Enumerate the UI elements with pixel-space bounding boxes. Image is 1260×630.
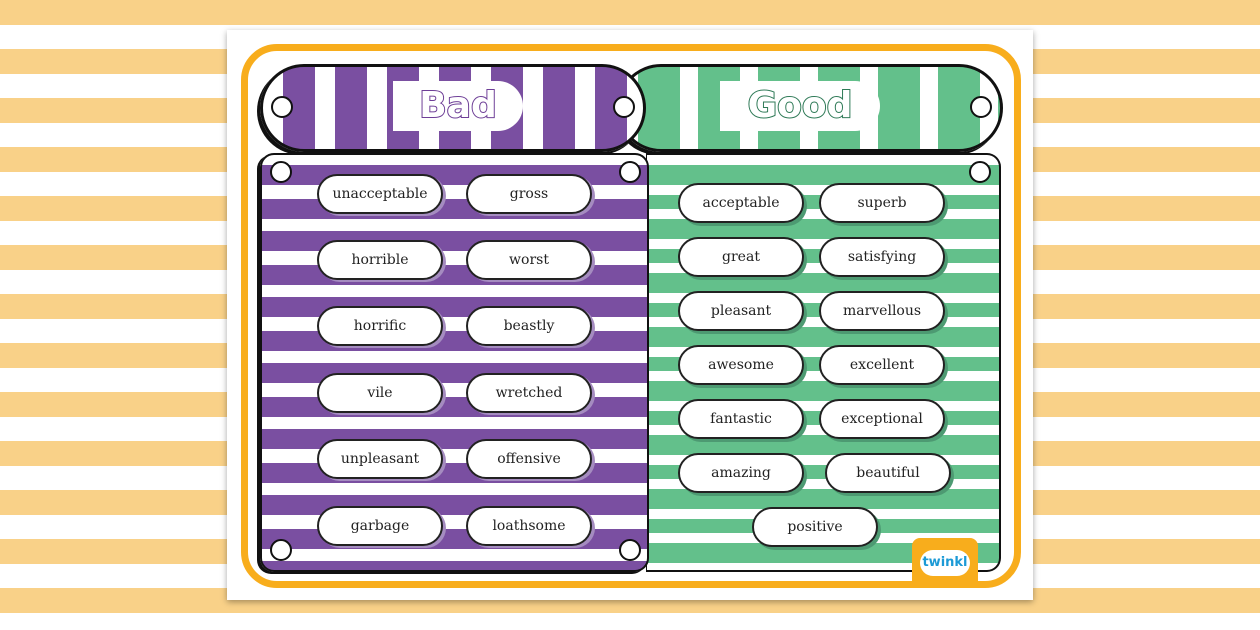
- word-card[interactable]: offensive: [466, 439, 592, 479]
- word-card[interactable]: marvellous: [819, 291, 945, 331]
- bad-title-box: Bad: [393, 81, 523, 131]
- word-card[interactable]: unacceptable: [317, 174, 443, 214]
- hole-icon: [613, 96, 635, 118]
- word-card[interactable]: gross: [466, 174, 592, 214]
- good-words-panel: acceptable superb great satisfying pleas…: [646, 153, 1001, 572]
- hole-icon: [270, 539, 292, 561]
- good-header-banner: Good: [617, 64, 1003, 152]
- hole-icon: [970, 96, 992, 118]
- word-card[interactable]: positive: [752, 507, 878, 547]
- word-mat-card: Bad Good unacceptable gross horrible wor…: [227, 30, 1033, 600]
- word-card[interactable]: awesome: [678, 345, 804, 385]
- word-card[interactable]: horrible: [317, 240, 443, 280]
- word-card[interactable]: beastly: [466, 306, 592, 346]
- word-card[interactable]: loathsome: [466, 506, 592, 546]
- word-card[interactable]: garbage: [317, 506, 443, 546]
- word-card[interactable]: horrific: [317, 306, 443, 346]
- word-card[interactable]: wretched: [466, 373, 592, 413]
- bad-words-panel: unacceptable gross horrible worst horrif…: [260, 153, 649, 572]
- word-card[interactable]: pleasant: [678, 291, 804, 331]
- hole-icon: [270, 161, 292, 183]
- logo-text: twinkl: [922, 555, 968, 570]
- word-card[interactable]: vile: [317, 373, 443, 413]
- hole-icon: [969, 161, 991, 183]
- hole-icon: [619, 539, 641, 561]
- word-card[interactable]: excellent: [819, 345, 945, 385]
- word-card[interactable]: beautiful: [825, 453, 951, 493]
- word-card[interactable]: amazing: [678, 453, 804, 493]
- hole-icon: [271, 96, 293, 118]
- cloud-icon: twinkl: [920, 550, 970, 576]
- word-card[interactable]: unpleasant: [317, 439, 443, 479]
- bad-header-banner: Bad: [260, 64, 646, 152]
- word-card[interactable]: worst: [466, 240, 592, 280]
- word-card[interactable]: great: [678, 237, 804, 277]
- word-card[interactable]: satisfying: [819, 237, 945, 277]
- good-title-box: Good: [720, 81, 880, 131]
- twinkl-logo: twinkl: [912, 538, 978, 588]
- bad-title: Bad: [418, 84, 498, 127]
- word-card[interactable]: superb: [819, 183, 945, 223]
- hole-icon: [619, 161, 641, 183]
- orange-frame: [241, 44, 1021, 588]
- word-card[interactable]: exceptional: [819, 399, 945, 439]
- good-title: Good: [747, 84, 854, 127]
- word-card[interactable]: fantastic: [678, 399, 804, 439]
- word-card[interactable]: acceptable: [678, 183, 804, 223]
